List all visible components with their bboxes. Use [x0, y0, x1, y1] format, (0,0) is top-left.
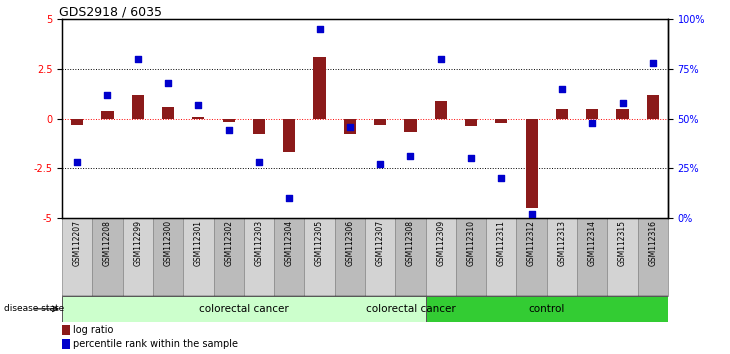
Bar — [404, 119, 417, 132]
Text: GSM112313: GSM112313 — [558, 220, 566, 266]
Bar — [586, 109, 599, 119]
Bar — [607, 218, 638, 296]
Point — [617, 100, 629, 105]
Text: disease state: disease state — [4, 304, 64, 313]
Text: GSM112316: GSM112316 — [648, 220, 657, 266]
Bar — [426, 218, 456, 296]
Text: GSM112311: GSM112311 — [497, 220, 506, 266]
Point — [344, 124, 356, 129]
Bar — [244, 218, 274, 296]
Point — [586, 120, 598, 125]
Bar — [344, 119, 356, 135]
Bar — [577, 218, 607, 296]
Bar — [62, 325, 69, 335]
Point — [162, 80, 174, 86]
Bar — [465, 119, 477, 126]
Bar — [304, 218, 335, 296]
Text: GSM112307: GSM112307 — [376, 220, 385, 266]
Bar — [434, 101, 447, 119]
Text: colorectal cancer: colorectal cancer — [366, 304, 456, 314]
Bar — [274, 218, 304, 296]
Text: GSM112207: GSM112207 — [73, 220, 82, 266]
Bar — [223, 119, 235, 121]
Point — [314, 27, 326, 32]
Bar — [374, 119, 386, 125]
Text: GSM112208: GSM112208 — [103, 220, 112, 266]
Text: GSM112314: GSM112314 — [588, 220, 596, 266]
Bar — [93, 218, 123, 296]
Bar — [123, 218, 153, 296]
Text: GSM112306: GSM112306 — [345, 220, 354, 266]
Point — [556, 86, 568, 92]
Text: percentile rank within the sample: percentile rank within the sample — [73, 339, 238, 349]
Text: GSM112308: GSM112308 — [406, 220, 415, 266]
Bar — [526, 119, 538, 208]
Bar — [556, 109, 568, 119]
Bar — [71, 119, 83, 125]
Text: GSM112299: GSM112299 — [134, 220, 142, 266]
Bar — [101, 111, 114, 119]
Point — [72, 159, 83, 165]
Bar — [495, 119, 507, 122]
Point — [526, 211, 537, 217]
Point — [465, 155, 477, 161]
Bar — [131, 95, 144, 119]
Text: GSM112302: GSM112302 — [224, 220, 233, 266]
Bar — [486, 218, 517, 296]
Point — [132, 56, 144, 62]
Bar — [335, 218, 365, 296]
Bar — [396, 218, 426, 296]
Text: GSM112304: GSM112304 — [285, 220, 293, 266]
Bar — [365, 218, 396, 296]
Text: GSM112303: GSM112303 — [255, 220, 264, 266]
Bar — [192, 116, 204, 119]
Bar — [183, 218, 214, 296]
Bar — [426, 296, 668, 322]
Point — [193, 102, 204, 108]
Text: GSM112309: GSM112309 — [437, 220, 445, 266]
Text: GSM112312: GSM112312 — [527, 220, 536, 266]
Bar — [62, 339, 69, 349]
Text: GSM112315: GSM112315 — [618, 220, 627, 266]
Bar — [62, 296, 426, 322]
Bar — [214, 218, 244, 296]
Point — [223, 128, 234, 133]
Point — [496, 175, 507, 181]
Point — [647, 60, 658, 66]
Bar — [456, 218, 486, 296]
Text: GSM112300: GSM112300 — [164, 220, 172, 266]
Point — [253, 159, 265, 165]
Bar — [283, 119, 296, 152]
Bar — [62, 218, 93, 296]
Text: control: control — [529, 304, 565, 314]
Text: GSM112301: GSM112301 — [194, 220, 203, 266]
Bar — [313, 57, 326, 119]
Point — [404, 153, 416, 159]
Text: colorectal cancer: colorectal cancer — [199, 304, 288, 314]
Bar — [616, 109, 629, 119]
Bar — [253, 119, 265, 135]
Text: GSM112310: GSM112310 — [466, 220, 475, 266]
Bar — [647, 95, 659, 119]
Point — [283, 195, 295, 201]
Point — [374, 161, 386, 167]
Bar — [162, 107, 174, 119]
Bar — [547, 218, 577, 296]
Bar — [517, 218, 547, 296]
Text: GDS2918 / 6035: GDS2918 / 6035 — [59, 5, 162, 18]
Point — [101, 92, 113, 98]
Bar — [638, 218, 668, 296]
Point — [435, 56, 447, 62]
Text: log ratio: log ratio — [73, 325, 113, 335]
Bar — [153, 218, 183, 296]
Text: GSM112305: GSM112305 — [315, 220, 324, 266]
